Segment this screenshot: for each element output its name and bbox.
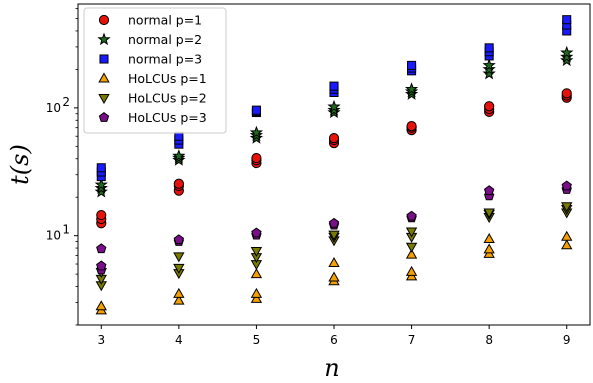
data-point <box>173 178 184 189</box>
data-point <box>483 243 495 254</box>
data-point <box>328 133 340 144</box>
x-tick-label: 9 <box>563 333 571 347</box>
data-point <box>173 294 185 305</box>
legend-label: normal p=1 <box>128 13 202 28</box>
data-point <box>483 208 495 219</box>
legend-box <box>83 7 227 134</box>
data-point <box>561 202 573 213</box>
data-point <box>173 234 185 245</box>
data-point <box>405 248 418 259</box>
x-tick-label: 3 <box>97 333 105 347</box>
legend-marker <box>99 54 109 64</box>
data-point <box>94 181 108 194</box>
series-holcus-p-3 <box>96 180 572 275</box>
data-point <box>562 15 572 25</box>
plot-area <box>94 15 574 315</box>
data-point <box>96 209 107 221</box>
y-axis-label: t(s) <box>6 144 34 185</box>
series-holcus-p-2 <box>95 202 573 292</box>
data-point <box>405 265 418 276</box>
data-point <box>328 271 340 282</box>
data-point <box>482 58 496 72</box>
data-point <box>173 263 185 274</box>
data-point <box>405 242 418 253</box>
data-point <box>251 152 262 164</box>
x-axis-label: n <box>324 354 339 382</box>
legend: normal p=1 normal p=2 normal p=3 HoLCUs p=1… <box>83 7 227 134</box>
data-point <box>328 217 340 228</box>
x-tick-label: 7 <box>408 333 416 347</box>
series-normal-p-2 <box>94 45 574 198</box>
data-point <box>173 252 185 263</box>
data-point <box>249 125 264 139</box>
data-point <box>406 210 417 221</box>
data-point <box>96 243 107 254</box>
legend-marker <box>98 14 110 26</box>
x-tick-label: 6 <box>330 333 338 347</box>
data-point <box>407 60 417 70</box>
data-point <box>560 45 574 59</box>
data-point <box>404 82 419 95</box>
series-normal-p-1 <box>96 88 572 229</box>
data-point <box>561 239 573 250</box>
data-point <box>561 88 572 99</box>
data-point <box>483 185 495 196</box>
y-tick-label: 10 <box>46 229 61 243</box>
data-point <box>95 300 107 311</box>
data-point <box>251 227 262 238</box>
x-tick-label: 5 <box>253 333 261 347</box>
data-point <box>250 292 263 303</box>
legend-label: HoLCUs p=1 <box>128 71 207 86</box>
y-tick-label-exponent: 2 <box>62 95 70 109</box>
data-point <box>483 233 495 244</box>
data-point <box>327 99 341 113</box>
data-point <box>173 287 185 298</box>
data-point <box>405 227 418 238</box>
data-point <box>172 149 186 162</box>
legend-marker <box>98 72 110 83</box>
y-tick-label-exponent: 1 <box>62 223 70 237</box>
legend-label: HoLCUs p=3 <box>128 110 207 125</box>
axes: 3 4 5 6 7 8 910 110 2nt(s) <box>6 3 591 382</box>
data-point <box>560 53 574 67</box>
data-point <box>250 268 263 279</box>
data-point <box>96 163 106 173</box>
data-point <box>406 121 417 132</box>
data-point <box>561 180 572 191</box>
legend-marker <box>97 32 111 46</box>
legend-label: normal p=3 <box>128 52 202 67</box>
data-point <box>482 62 496 76</box>
series-normal-p-3 <box>96 15 572 182</box>
legend-marker <box>98 112 110 122</box>
data-point <box>94 177 108 191</box>
legend-label: HoLCUs p=2 <box>128 91 207 106</box>
data-point <box>250 246 263 257</box>
data-point <box>96 260 107 271</box>
data-point <box>251 105 261 115</box>
data-point <box>560 50 574 63</box>
data-point <box>250 287 263 298</box>
legend-label: normal p=2 <box>128 32 202 47</box>
data-point <box>482 66 496 80</box>
data-point <box>329 81 339 91</box>
data-point <box>328 230 340 241</box>
x-tick-label: 4 <box>175 333 183 347</box>
data-point <box>328 257 340 268</box>
data-point <box>484 43 494 53</box>
data-point <box>561 230 573 241</box>
x-tick-label: 8 <box>485 333 493 347</box>
y-tick-label: 10 <box>46 101 61 115</box>
data-point <box>484 101 495 112</box>
series-holcus-p-1 <box>95 230 573 315</box>
legend-marker <box>98 94 110 105</box>
